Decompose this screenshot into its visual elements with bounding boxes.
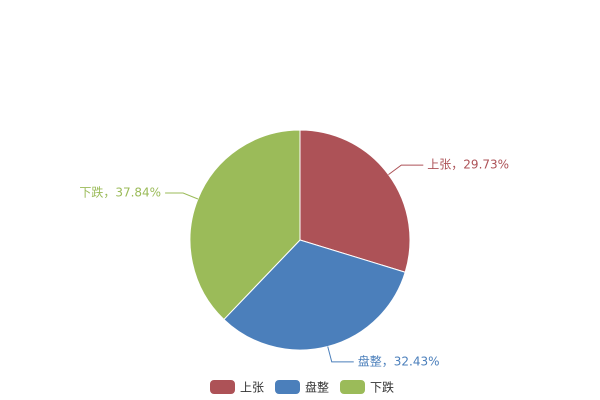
label-line (388, 164, 424, 175)
legend-label: 下跌 (370, 380, 394, 395)
legend-label: 盘整 (305, 380, 329, 395)
slice-label: 上张，29.73% (427, 158, 509, 172)
slice-label: 下跌，37.84% (79, 185, 161, 200)
label-line (327, 346, 354, 363)
label-line (165, 192, 199, 200)
legend-swatch (210, 380, 235, 394)
legend-swatch (275, 380, 300, 394)
slice-label: 盘整，32.43% (358, 353, 440, 368)
legend-swatch (340, 380, 365, 394)
legend-label: 上张 (240, 381, 264, 395)
